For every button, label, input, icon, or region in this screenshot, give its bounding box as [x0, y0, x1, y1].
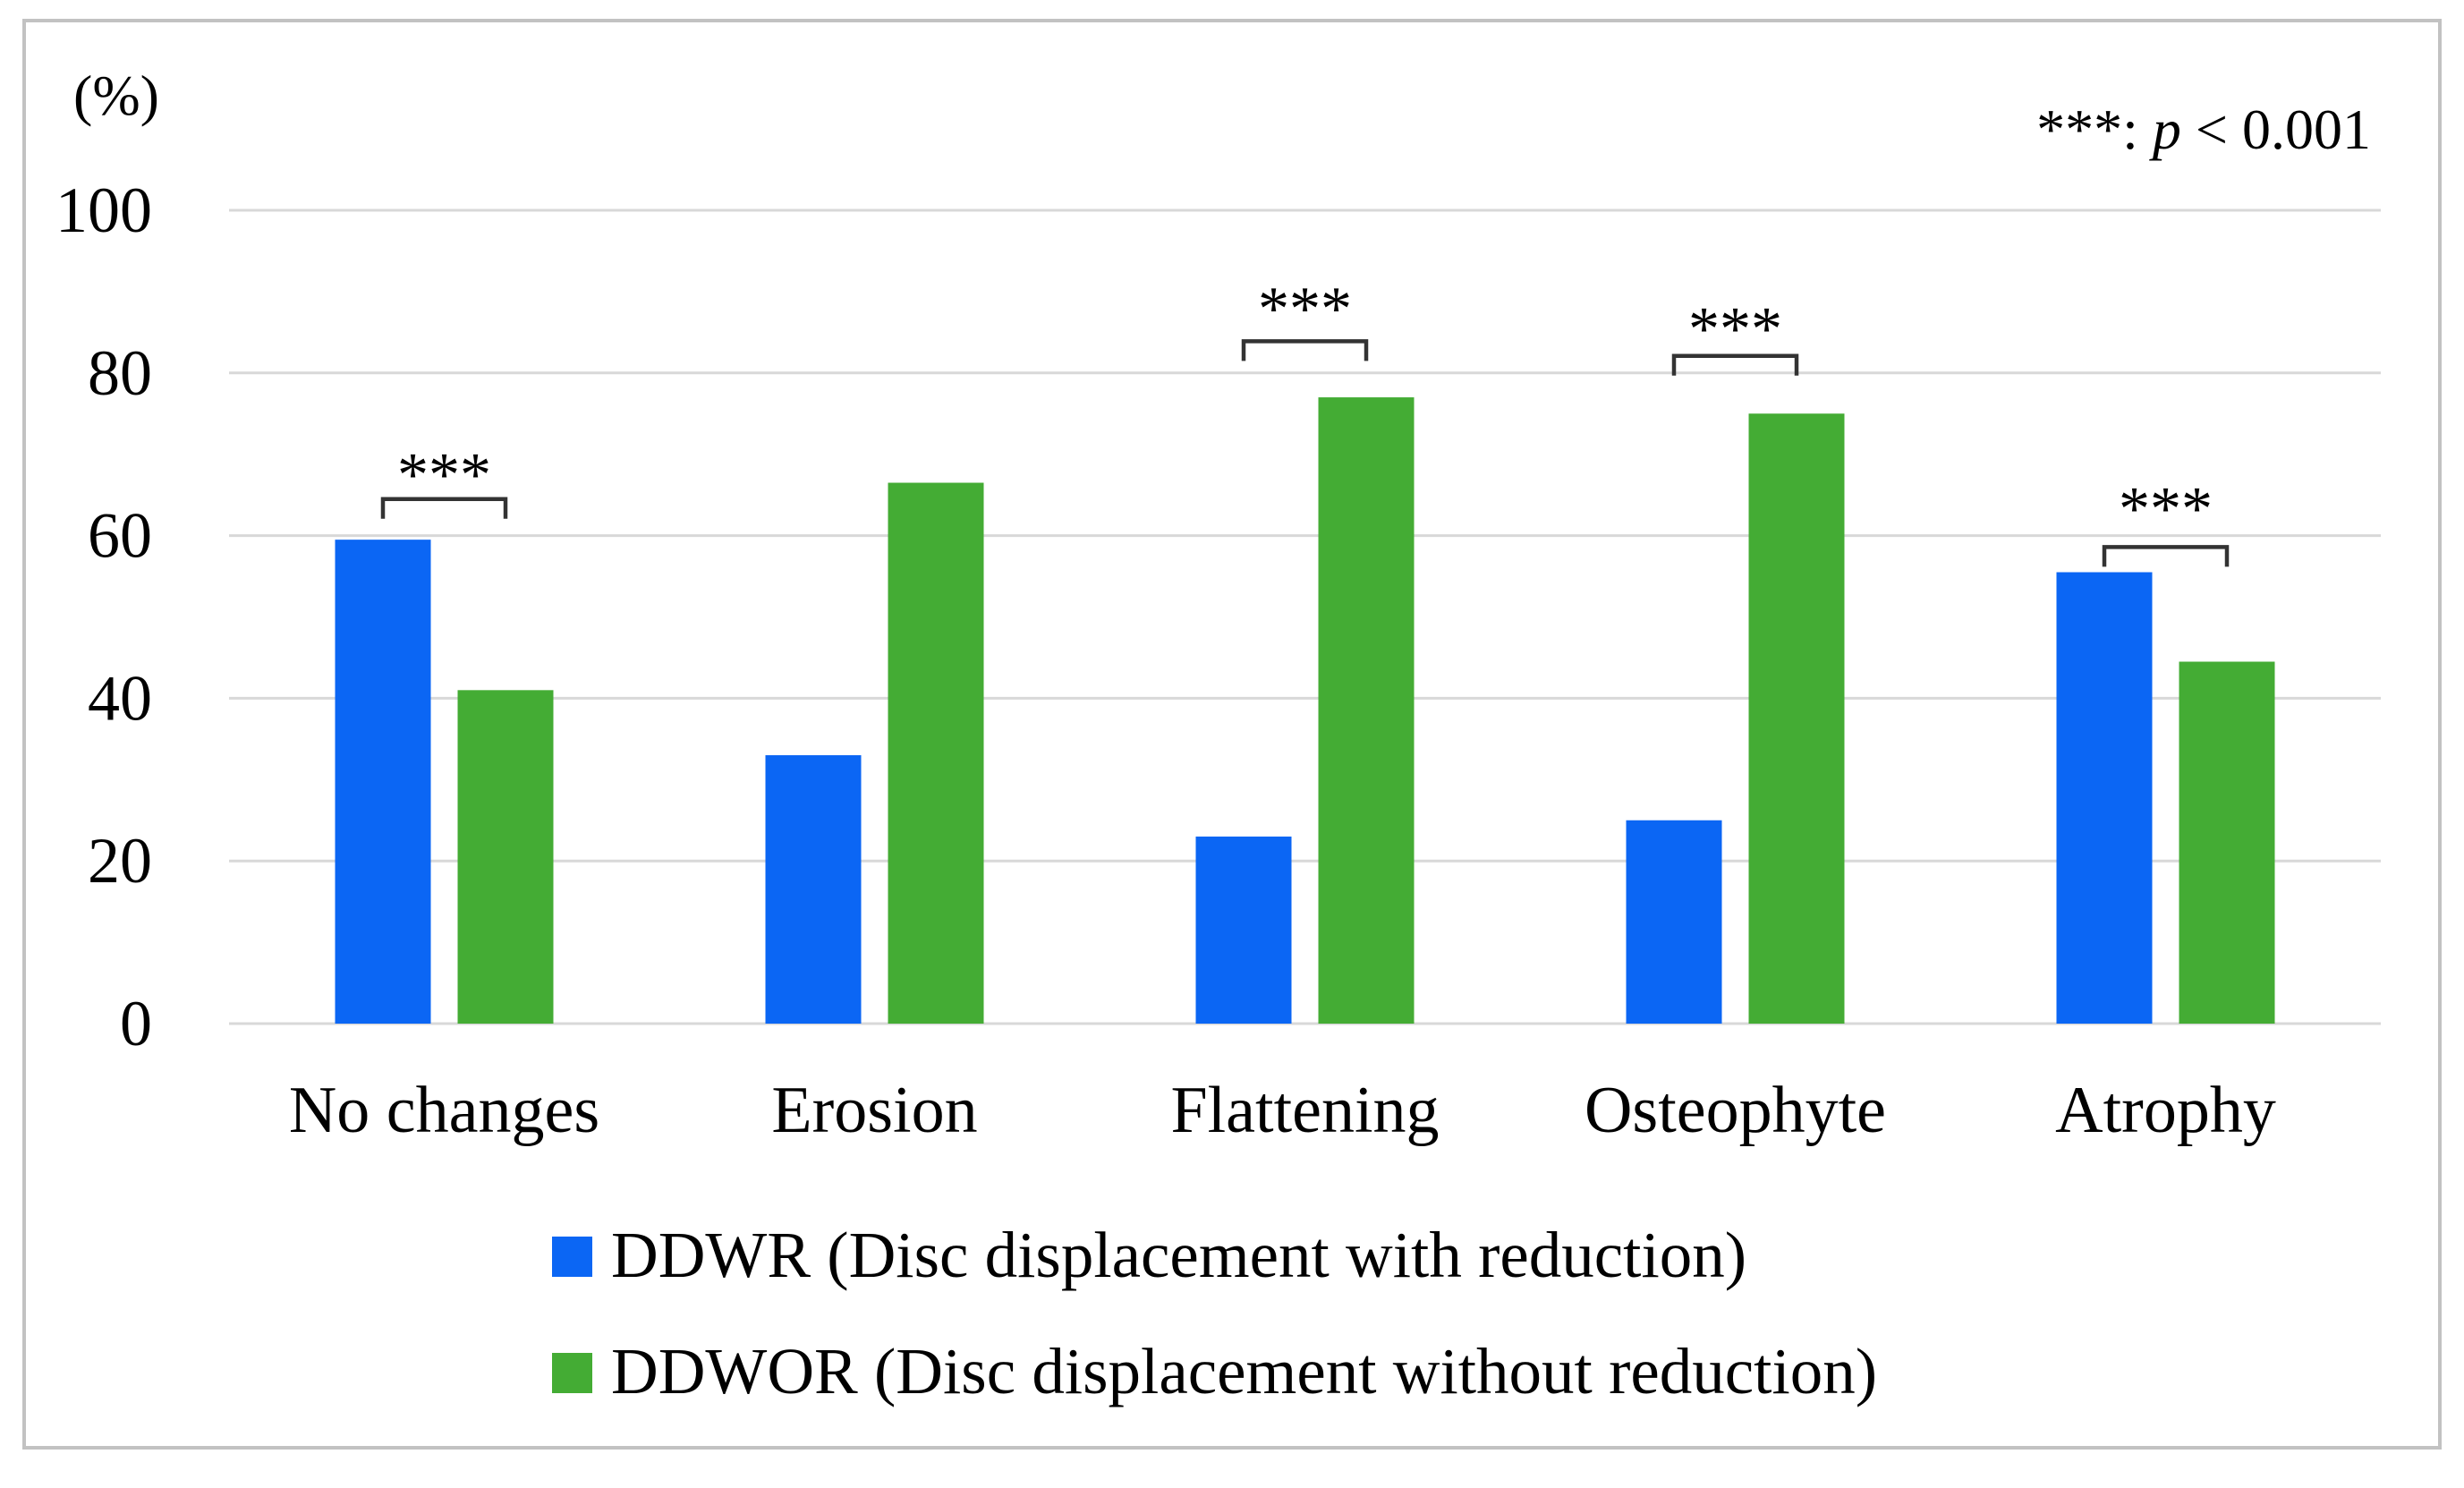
bar-ddwr-atrophy [2056, 572, 2153, 1024]
y-tick-label-40: 40 [88, 662, 152, 734]
y-tick-label-60: 60 [88, 500, 152, 572]
bar-ddwr-osteophyte [1626, 820, 1722, 1024]
x-category-label-flattening: Flattening [1170, 1074, 1439, 1147]
y-tick-label-20: 20 [88, 825, 152, 897]
bar-ddwor-osteophyte [1748, 413, 1845, 1024]
significance-stars-osteophyte: *** [1688, 295, 1782, 364]
legend-swatch-ddwor [552, 1353, 592, 1393]
significance-bracket-atrophy [2102, 545, 2230, 567]
x-category-label-osteophyte: Osteophyte [1585, 1074, 1886, 1147]
x-category-label-atrophy: Atrophy [2055, 1074, 2276, 1147]
significance-bracket-osteophyte [1671, 353, 1799, 376]
figure-border [22, 19, 2442, 1450]
significance-stars-no-changes: *** [397, 440, 491, 509]
y-axis-unit-label: (%) [73, 64, 159, 127]
bar-ddwr-flattening [1195, 836, 1292, 1024]
bar-ddwor-atrophy [2179, 661, 2275, 1024]
significance-stars-flattening: *** [1258, 275, 1352, 344]
significance-stars-atrophy: *** [2119, 475, 2213, 544]
bar-ddwr-no-changes [335, 540, 431, 1024]
bar-ddwor-flattening [1318, 397, 1415, 1024]
y-tick-label-100: 100 [55, 174, 152, 246]
bar-ddwr-erosion [765, 755, 862, 1024]
bar-ddwor-no-changes [457, 690, 554, 1024]
legend-swatch-ddwr [552, 1237, 592, 1277]
x-category-label-erosion: Erosion [771, 1074, 977, 1147]
y-tick-label-80: 80 [88, 337, 152, 409]
significance-bracket-no-changes [380, 497, 508, 519]
legend-label-ddwr: DDWR (Disc displacement with reduction) [611, 1219, 1746, 1291]
bar-ddwor-erosion [888, 482, 984, 1024]
legend-label-ddwor: DDWOR (Disc displacement without reducti… [611, 1335, 1877, 1407]
x-category-label-no-changes: No changes [289, 1074, 599, 1147]
y-tick-label-0: 0 [120, 988, 152, 1059]
significance-note: ***: p < 0.001 [2036, 98, 2371, 161]
significance-bracket-flattening [1241, 339, 1369, 361]
